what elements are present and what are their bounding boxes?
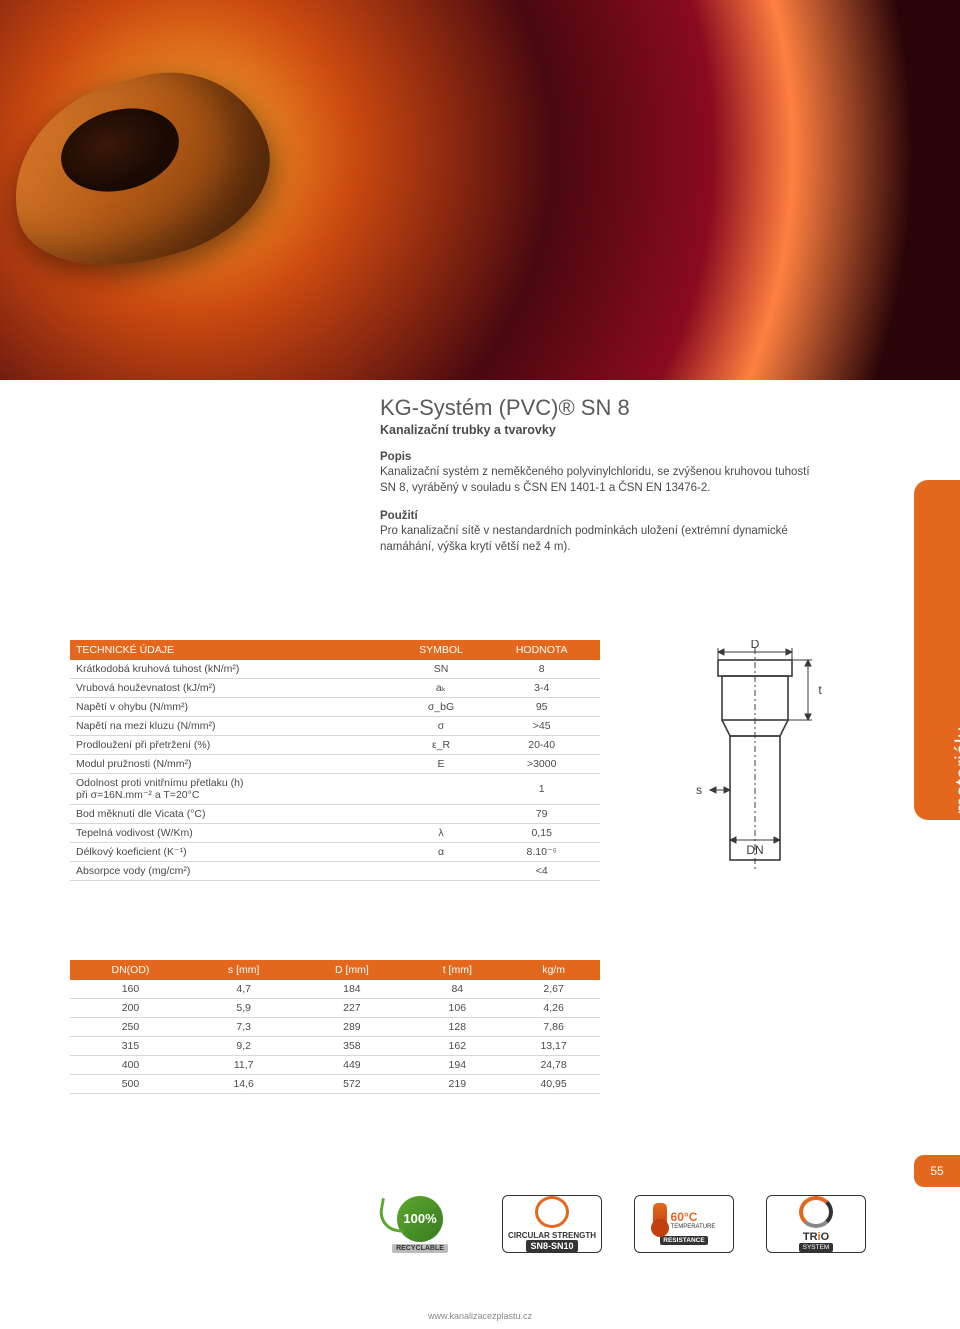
badge-circular-strength: CIRCULAR STRENGTH SN8-SN10: [502, 1195, 602, 1253]
page-number: 55: [914, 1155, 960, 1187]
hero-image: [0, 0, 960, 380]
table-row: Vrubová houževnatost (kJ/m²)aₖ3-4: [70, 679, 600, 698]
footer-url: www.kanalizacezplastu.cz: [0, 1311, 960, 1321]
badge-recyclable: 100% RECYCLABLE: [370, 1195, 470, 1253]
trio-ring-icon: [799, 1196, 833, 1228]
badge-row: 100% RECYCLABLE CIRCULAR STRENGTH SN8-SN…: [370, 1195, 866, 1253]
badge-temp-label: RESISTANCE: [660, 1236, 707, 1245]
sidebar-label: Vlastnosti materiálu: [952, 650, 960, 990]
badge-sn: SN8-SN10: [526, 1240, 577, 1252]
diagram-label-s: s: [696, 783, 702, 797]
table-row: 3159,235816213,17: [70, 1037, 600, 1056]
pipe-diagram: D t s DN: [680, 640, 840, 890]
table-row: Napětí v ohybu (N/mm²)σ_bG95: [70, 698, 600, 717]
table-row: 50014,657221940,95: [70, 1075, 600, 1094]
tech-th-1: SYMBOL: [399, 640, 484, 660]
diagram-label-t: t: [818, 683, 822, 697]
badge-trio: TRiO SYSTEM: [766, 1195, 866, 1253]
table-row: 40011,744919424,78: [70, 1056, 600, 1075]
section-head-popis: Popis: [380, 451, 810, 463]
table-row: 2005,92271064,26: [70, 999, 600, 1018]
table-row: Prodloužení při přetržení (%)ε_R20-40: [70, 736, 600, 755]
badge-temperature: 60°C TEMPERATURE RESISTANCE: [634, 1195, 734, 1253]
section-head-pouziti: Použití: [380, 510, 810, 522]
tech-th-2: HODNOTA: [483, 640, 600, 660]
table-row: Odolnost proti vnitřnímu přetlaku (h) př…: [70, 774, 600, 805]
table-row: Bod měknutí dle Vicata (°C)79: [70, 805, 600, 824]
ring-icon: [535, 1196, 569, 1228]
table-row: Modul pružnosti (N/mm²)E>3000: [70, 755, 600, 774]
diagram-label-d: D: [751, 640, 760, 651]
recyclable-pct: 100%: [397, 1196, 443, 1242]
section-body-pouziti: Pro kanalizační sítě v nestandardních po…: [380, 524, 810, 555]
badge-temp-value: 60°C: [671, 1210, 716, 1224]
thermometer-icon: [653, 1203, 667, 1233]
table-row: Napětí na mezi kluzu (N/mm²)σ>45: [70, 717, 600, 736]
page-title: KG-Systém (PVC)® SN 8: [380, 395, 810, 421]
table-row: Délkový koeficient (K⁻¹)α8.10⁻⁵: [70, 843, 600, 862]
table-row: 1604,7184842,67: [70, 980, 600, 999]
table-row: Absorpce vody (mg/cm²)<4: [70, 862, 600, 881]
table-row: 2507,32891287,86: [70, 1018, 600, 1037]
badge-trio-sub: SYSTEM: [799, 1243, 834, 1252]
technical-data-table: TECHNICKÉ ÚDAJE SYMBOL HODNOTA Krátkodob…: [70, 640, 600, 881]
content-block: KG-Systém (PVC)® SN 8 Kanalizační trubky…: [380, 395, 810, 569]
tech-th-0: TECHNICKÉ ÚDAJE: [70, 640, 399, 660]
badge-trio-label: TRiO: [803, 1231, 829, 1243]
section-body-popis: Kanalizační systém z neměkčeného polyvin…: [380, 465, 810, 496]
diagram-label-dn: DN: [746, 843, 763, 857]
table-row: Krátkodobá kruhová tuhost (kN/m²)SN8: [70, 660, 600, 679]
page-subtitle: Kanalizační trubky a tvarovky: [380, 423, 810, 437]
table-row: Tepelná vodivost (W/Km)λ0,15: [70, 824, 600, 843]
dimensions-table: DN(OD)s [mm]D [mm]t [mm]kg/m 1604,718484…: [70, 960, 600, 1094]
recyclable-label: RECYCLABLE: [392, 1244, 448, 1253]
